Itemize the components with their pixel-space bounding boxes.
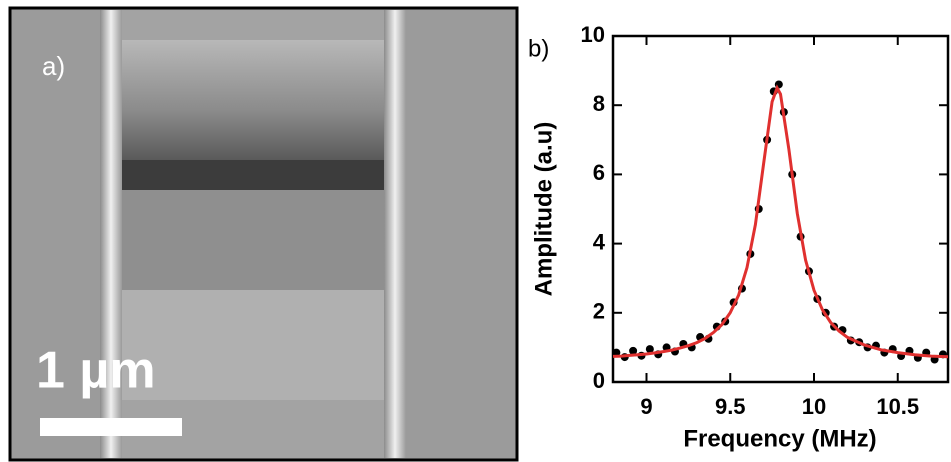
data-point bbox=[629, 346, 638, 355]
ridge bbox=[118, 40, 388, 160]
trench bbox=[118, 160, 388, 190]
x-tick-label: 10 bbox=[802, 394, 826, 419]
scale-bar bbox=[40, 418, 182, 436]
scale-text: 1 µm bbox=[36, 342, 156, 400]
electrode bbox=[100, 10, 122, 458]
y-tick-label: 2 bbox=[593, 299, 605, 324]
middle bbox=[118, 190, 388, 290]
electrode bbox=[384, 10, 406, 458]
y-tick-label: 6 bbox=[593, 160, 605, 185]
data-point bbox=[645, 345, 654, 354]
panel-label: b) bbox=[528, 35, 549, 62]
y-tick-label: 8 bbox=[593, 91, 605, 116]
x-axis-label: Frequency (MHz) bbox=[683, 425, 876, 452]
y-tick-label: 0 bbox=[593, 368, 605, 393]
y-axis-label: Amplitude (a.u) bbox=[530, 122, 557, 297]
x-tick-label: 10.5 bbox=[876, 394, 919, 419]
fit-line bbox=[612, 84, 949, 359]
y-tick-label: 10 bbox=[581, 22, 605, 47]
lower-ridge bbox=[118, 290, 388, 400]
chart: b) Frequency (MHz) Amplitude (a.u) 9 9.5 1… bbox=[528, 22, 950, 452]
y-tick-label: 4 bbox=[593, 229, 606, 254]
x-tick-label: 9 bbox=[640, 394, 652, 419]
sem-image: a) 1 µm bbox=[8, 6, 519, 462]
data-point bbox=[612, 348, 621, 357]
x-tick-label: 9.5 bbox=[715, 394, 746, 419]
plot-frame bbox=[611, 34, 950, 384]
panel-label: a) bbox=[42, 51, 65, 81]
